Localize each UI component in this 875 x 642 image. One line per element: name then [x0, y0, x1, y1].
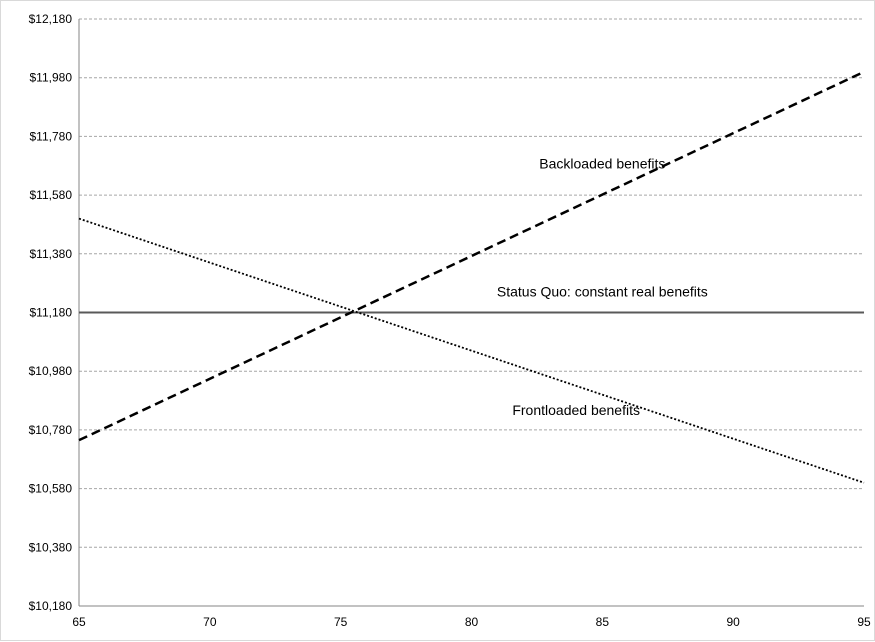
series-line-dashed: [78, 70, 865, 442]
x-tick-label: 65: [72, 615, 86, 629]
series-line-dotted: [78, 217, 865, 484]
y-tick-labels: $10,180 $10,380 $10,580 $10,780 $10,980 $11,1…: [29, 12, 73, 613]
annotation-label: Frontloaded benefits: [512, 402, 640, 418]
x-tick-label: 75: [334, 615, 348, 629]
annotation-label: Backloaded benefits: [539, 156, 665, 172]
y-tick-label: $11,380: [30, 247, 73, 261]
y-tick-label: $10,580: [29, 482, 73, 496]
x-tick-label: 85: [596, 615, 610, 629]
annotation-label: Status Quo: constant real benefits: [497, 283, 708, 299]
y-tick-label: $10,180: [29, 599, 73, 613]
x-tick-labels: 65 70 75 80 85 90 95: [72, 615, 871, 629]
x-tick-label: 95: [857, 615, 871, 629]
y-tick-label: $10,980: [29, 364, 73, 378]
x-tick-label: 70: [203, 615, 217, 629]
x-tick-label: 90: [726, 615, 740, 629]
y-tick-label: $12,180: [29, 12, 73, 26]
y-tick-label: $10,380: [29, 540, 73, 554]
y-tick-label: $11,580: [30, 188, 73, 202]
gridlines: [79, 18, 864, 548]
annotations: Backloaded benefits Status Quo: constant …: [497, 156, 708, 419]
series-lines: [78, 70, 865, 484]
x-tick-label: 80: [465, 615, 479, 629]
y-tick-label: $11,780: [30, 129, 73, 143]
y-tick-label: $11,180: [30, 306, 73, 320]
y-tick-label: $10,780: [29, 423, 73, 437]
y-tick-label: $11,980: [30, 71, 73, 85]
